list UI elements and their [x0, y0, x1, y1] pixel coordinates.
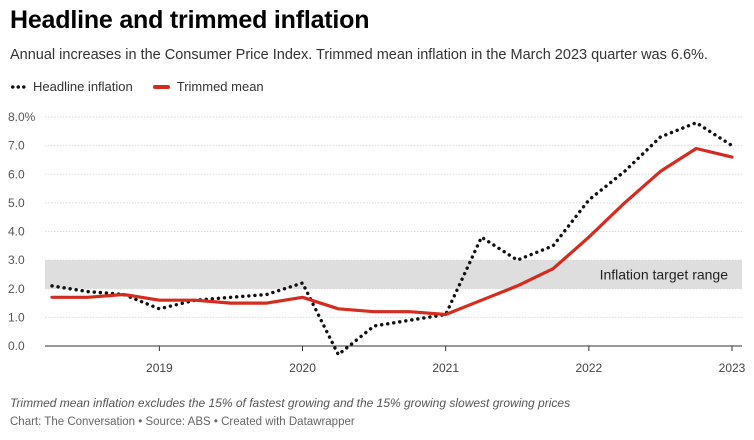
y-tick-label: 8.0% — [8, 110, 36, 124]
target-band — [45, 260, 742, 289]
legend-label-trimmed: Trimmed mean — [176, 79, 264, 94]
headline-inflation-line — [50, 121, 734, 357]
x-tick-label: 2019 — [146, 361, 173, 375]
y-tick-label: 1.0 — [8, 310, 25, 324]
x-tick-label: 2022 — [575, 361, 602, 375]
legend-label-headline: Headline inflation — [33, 79, 133, 94]
chart-title: Headline and trimmed inflation — [10, 6, 370, 34]
y-tick-label: 0.0 — [8, 339, 25, 353]
target-band-label: Inflation target range — [600, 266, 729, 282]
y-tick-label: 4.0 — [8, 225, 25, 239]
dotted-line-swatch-icon — [10, 84, 26, 89]
y-tick-label: 2.0 — [8, 282, 25, 296]
chart-subtitle: Annual increases in the Consumer Price I… — [10, 47, 708, 63]
x-tick-label: 2023 — [719, 361, 746, 375]
y-tick-label: 5.0 — [8, 196, 25, 210]
legend: Headline inflation Trimmed mean — [10, 79, 284, 94]
x-tick-label: 2021 — [432, 361, 459, 375]
chart-footnote: Trimmed mean inflation excludes the 15% … — [10, 396, 571, 410]
legend-item-headline: Headline inflation — [10, 79, 133, 94]
y-tick-label: 6.0 — [8, 167, 25, 181]
line-chart: Inflation target range 0.0 1.0 2.0 3.0 4.0 5.0… — [8, 110, 746, 375]
solid-line-swatch-icon — [152, 84, 170, 89]
x-tick-label: 2020 — [289, 361, 316, 375]
legend-item-trimmed: Trimmed mean — [152, 79, 264, 94]
chart-credits: Chart: The Conversation • Source: ABS • … — [10, 416, 355, 428]
y-tick-label: 7.0 — [8, 139, 25, 153]
y-tick-label: 3.0 — [8, 253, 25, 267]
trimmed-mean-line — [50, 146, 734, 317]
